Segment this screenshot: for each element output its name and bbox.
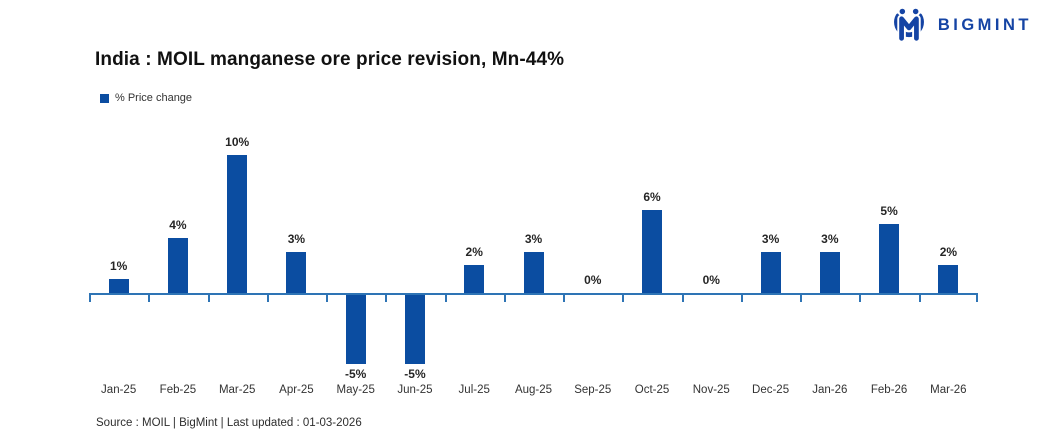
bar-apr-25 (286, 251, 307, 293)
chart-title: India : MOIL manganese ore price revisio… (95, 49, 565, 70)
bar-value-label: 3% (287, 231, 306, 246)
bar-value-label: 1% (109, 259, 128, 274)
bar-value-label: 4% (169, 217, 187, 232)
legend: % Price change (100, 92, 192, 104)
x-axis-label: Jul-25 (458, 384, 490, 396)
x-axis-tick (326, 293, 328, 302)
bar-value-label: 2% (465, 245, 483, 260)
bar-jan-26 (819, 251, 840, 293)
bar-value-label: 5% (880, 204, 898, 218)
bar-oct-25 (642, 210, 663, 293)
x-axis-label: Mar-25 (218, 384, 256, 396)
legend-swatch-icon (100, 93, 109, 103)
x-axis-tick (208, 293, 210, 302)
x-axis-tick (148, 293, 150, 302)
x-axis-tick (976, 293, 978, 302)
bar-mar-25 (227, 155, 248, 293)
x-axis-tick (504, 293, 506, 302)
x-axis-line (89, 293, 978, 295)
x-axis-tick (741, 293, 743, 302)
bigmint-logo-icon (893, 6, 924, 43)
bar-may-25 (345, 295, 366, 364)
bar-aug-25 (523, 251, 544, 293)
bar-value-label: 3% (761, 231, 780, 246)
bar-value-label: 3% (524, 231, 543, 246)
bar-value-label: 2% (939, 245, 958, 260)
legend-label: % Price change (115, 92, 193, 104)
bar-chart-plot: 1% Jan-25 4% Feb-25 10% Mar-25 3% Apr-25 -5% May-… (89, 130, 978, 415)
x-axis-label: Jan-26 (812, 384, 848, 396)
x-axis-tick (682, 293, 684, 302)
x-axis-label: Feb-26 (870, 384, 908, 396)
bar-feb-25 (167, 237, 188, 293)
bigmint-logo-text: BIGMINT (937, 16, 1032, 34)
bigmint-logo: BIGMINT (889, 5, 1032, 45)
bar-value-label: -5% (345, 367, 367, 381)
x-axis-tick (919, 293, 921, 302)
x-axis-tick (859, 293, 861, 302)
x-axis-label: Nov-25 (692, 384, 730, 396)
x-axis-tick (385, 293, 387, 302)
bar-value-label: 0% (702, 273, 720, 287)
bar-value-label: -5% (404, 367, 426, 381)
bar-jan-25 (108, 279, 129, 293)
x-axis-label: Dec-25 (752, 384, 790, 396)
bar-jul-25 (464, 265, 485, 293)
x-axis-label: Aug-25 (514, 384, 553, 396)
x-axis-label: Apr-25 (279, 384, 314, 396)
x-axis-tick (563, 293, 565, 302)
bar-mar-26 (938, 265, 959, 293)
bar-jun-25 (404, 295, 425, 364)
bar-feb-26 (879, 224, 900, 293)
x-axis-label: Jun-25 (397, 384, 433, 396)
x-axis-label: Jan-25 (101, 384, 137, 396)
bar-value-label: 0% (584, 273, 602, 287)
bar-dec-25 (760, 251, 781, 293)
bar-value-label: 10% (225, 135, 250, 149)
x-axis-tick (267, 293, 269, 302)
x-axis-tick (800, 293, 802, 302)
x-axis-tick (89, 293, 91, 302)
x-axis-tick (622, 293, 624, 302)
x-axis-label: Feb-25 (159, 384, 197, 396)
source-note: Source : MOIL | BigMint | Last updated :… (96, 417, 362, 429)
x-axis-label: Sep-25 (574, 384, 612, 396)
bar-value-label: 6% (643, 190, 661, 205)
x-axis-label: May-25 (336, 384, 375, 396)
x-axis-tick (445, 293, 447, 302)
bar-value-label: 3% (821, 231, 839, 246)
x-axis-label: Mar-26 (930, 384, 967, 396)
x-axis-label: Oct-25 (634, 384, 670, 396)
